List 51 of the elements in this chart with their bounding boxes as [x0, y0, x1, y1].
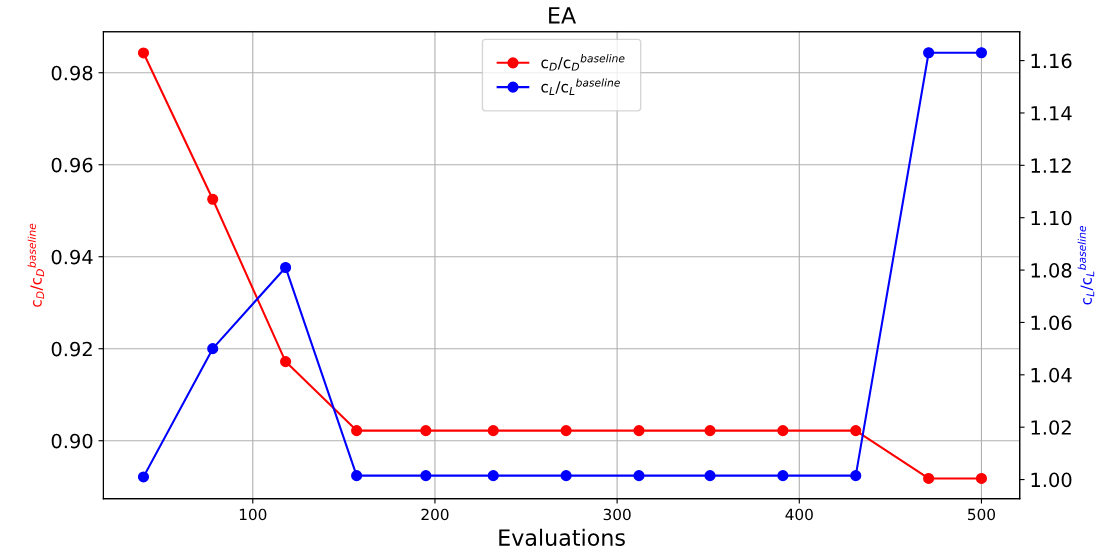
point — [280, 261, 292, 274]
y-tick-label: 0.98 — [51, 65, 93, 81]
point — [975, 47, 988, 59]
y2-tick-label: 1.10 — [1031, 210, 1072, 226]
y-tick-label: 0.92 — [51, 341, 92, 357]
point — [777, 470, 789, 482]
y2-tick-label: 1.04 — [1031, 367, 1072, 383]
x-axis-title: Evaluations — [499, 528, 625, 546]
y-tick-label: 0.90 — [51, 433, 93, 449]
point — [633, 470, 645, 482]
legend-label: c$_{D}$/c$_{D}$$^{baseline}$ — [541, 54, 625, 71]
point — [487, 425, 499, 437]
chart-title: EA — [549, 7, 576, 24]
point — [923, 472, 935, 484]
y2-axis-title: c$_{L}$/c$_{L}$$^{baseline}$ — [1077, 225, 1095, 305]
point — [923, 47, 935, 59]
x-tick-label: 400 — [785, 508, 813, 521]
point — [777, 425, 789, 437]
point — [560, 470, 572, 482]
y-axis-title: c$_{D}$/c$_{D}$$^{baseline}$ — [27, 223, 45, 307]
point — [137, 471, 150, 483]
y2-tick-label: 1.06 — [1031, 315, 1072, 331]
point — [975, 472, 988, 484]
y2-tick-label: 1.00 — [1031, 472, 1072, 488]
y-tick-label: 0.94 — [51, 249, 93, 265]
y2-tick-label: 1.08 — [1031, 263, 1072, 278]
point — [560, 425, 572, 437]
point — [280, 356, 292, 368]
y2-tick-label: 1.02 — [1031, 420, 1071, 435]
point — [633, 425, 645, 437]
legend-label: c$_{L}$/c$_{L}$$^{baseline}$ — [541, 78, 620, 95]
x-tick-label: 500 — [968, 508, 996, 521]
y-tick-label: 0.96 — [51, 157, 93, 173]
x-tick-label: 300 — [603, 508, 631, 521]
point — [704, 425, 716, 437]
x-tick-label: 100 — [239, 508, 267, 521]
point — [420, 425, 432, 437]
x-tick-label: 200 — [421, 508, 449, 521]
y2-tick-label: 1.16 — [1031, 53, 1072, 69]
point — [704, 470, 716, 482]
point — [850, 470, 862, 482]
point — [351, 470, 363, 482]
y2-tick-label: 1.12 — [1031, 158, 1071, 173]
point — [487, 470, 499, 482]
point — [207, 193, 219, 205]
point — [351, 425, 363, 437]
point — [137, 47, 150, 59]
point — [207, 343, 219, 355]
point — [420, 470, 432, 482]
point — [850, 425, 862, 437]
y2-tick-label: 1.14 — [1031, 106, 1072, 121]
